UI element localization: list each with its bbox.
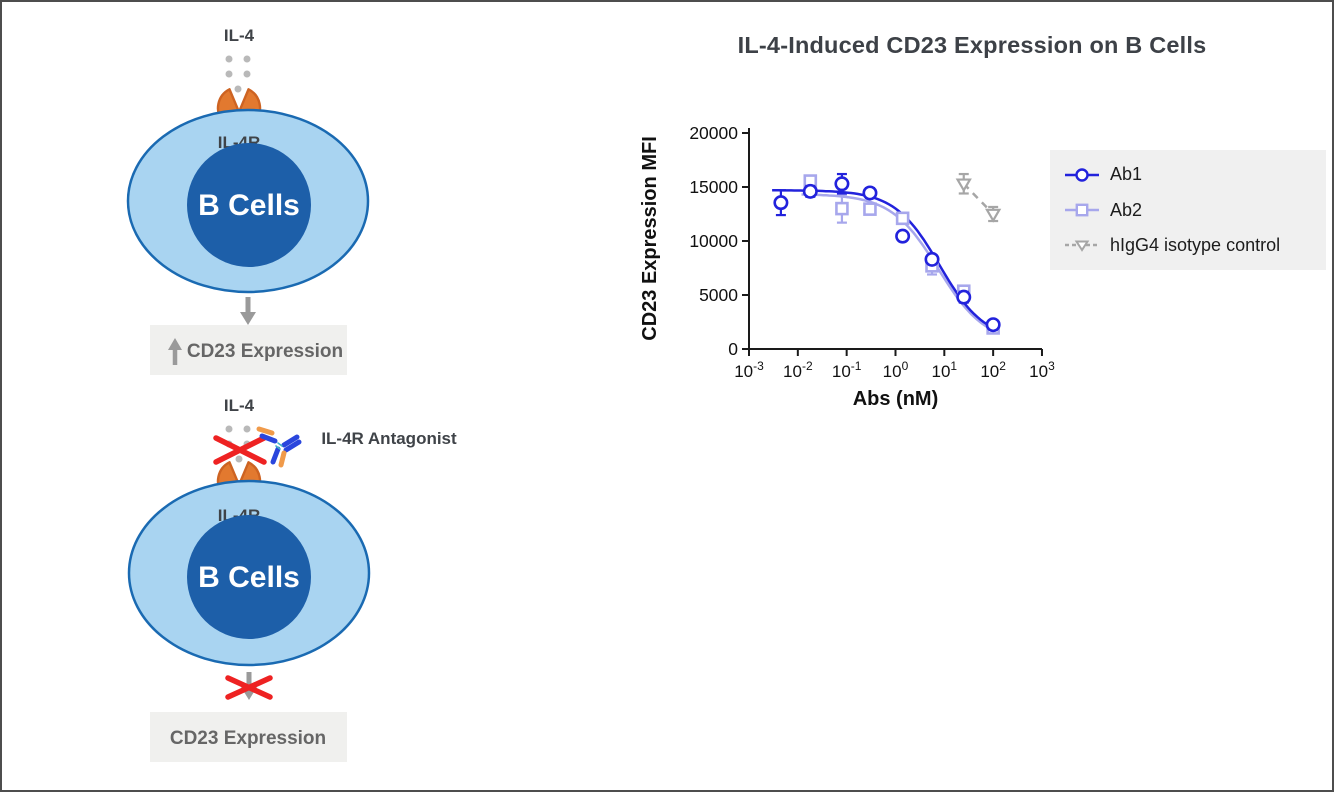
data-point	[834, 176, 850, 192]
x-tick-label: 100	[883, 359, 909, 381]
x-tick-label: 10-2	[783, 359, 813, 381]
data-point	[862, 185, 878, 201]
antibody-icon	[256, 426, 302, 468]
data-point	[985, 317, 1001, 333]
data-point	[895, 228, 911, 244]
cd23-expression-label: CD23 Expression	[170, 728, 326, 749]
down-arrow-icon	[240, 297, 256, 325]
pathway-diagram-il4-blocked: IL-4 IL-4R Antagonist IL-4R B Cells	[127, 396, 457, 762]
data-point	[835, 201, 849, 216]
circle-marker-icon	[1065, 168, 1099, 182]
outcome-box	[150, 325, 347, 375]
data-point	[863, 202, 877, 216]
y-tick-label: 15000	[689, 177, 738, 197]
red-cross-icon	[213, 435, 267, 465]
legend-item-higg4-isotype-control: hIgG4 isotype control	[1064, 235, 1326, 256]
b-cells-label: B Cells	[198, 189, 300, 222]
il4-ligand-label: IL-4	[224, 26, 255, 45]
data-point	[773, 195, 789, 211]
antagonist-label: IL-4R Antagonist	[321, 429, 457, 448]
y-tick-label: 10000	[689, 231, 738, 251]
legend-label: Ab1	[1110, 164, 1143, 185]
pathway-diagram-il4-signaling: IL-4 IL-4R B Cells CD23 Expression	[126, 26, 370, 375]
x-tick-label: 103	[1029, 359, 1055, 381]
data-point	[895, 211, 910, 226]
b-cell-nucleus	[187, 143, 311, 267]
b-cell-nucleus	[187, 515, 311, 639]
series-Ab1	[773, 172, 1001, 333]
y-tick-label: 0	[728, 339, 738, 359]
square-marker-icon	[1065, 203, 1099, 217]
data-point	[955, 178, 972, 193]
chart-title: IL-4-Induced CD23 Expression on B Cells	[737, 32, 1207, 58]
data-point	[924, 251, 940, 267]
legend-label: Ab2	[1110, 199, 1143, 220]
red-cross-icon	[225, 675, 273, 700]
x-axis-label: Abs (nM)	[853, 388, 939, 410]
dose-response-chart: 0 5000 10000 15000 20000 10-3 10-2 10-1 100 101 10…	[639, 123, 1055, 410]
x-tick-label: 10-3	[734, 359, 764, 381]
cd23-expression-label: CD23 Expression	[187, 341, 343, 362]
data-point	[985, 208, 1002, 223]
fit-curve-Ab1	[772, 189, 994, 329]
x-tick-label: 102	[980, 359, 1006, 381]
y-tick-label: 5000	[699, 285, 738, 305]
legend-item-ab1: Ab1	[1064, 164, 1326, 185]
il4-dots-icon	[225, 55, 251, 93]
y-axis-label: CD23 Expression MFI	[639, 136, 661, 341]
x-tick-label: 10-1	[832, 359, 862, 381]
b-cells-label: B Cells	[198, 561, 300, 594]
legend-label: hIgG4 isotype control	[1110, 234, 1281, 255]
chart-legend: Ab1 Ab2 hIgG4 isotype control	[1050, 150, 1326, 270]
y-tick-label: 20000	[689, 123, 738, 143]
x-tick-label: 101	[932, 359, 958, 381]
series-hIgG4 isotype control	[955, 172, 1002, 223]
legend-item-ab2: Ab2	[1064, 200, 1326, 221]
up-arrow-icon	[168, 338, 182, 365]
data-point	[956, 289, 972, 305]
triangle-down-marker-icon	[1065, 240, 1099, 253]
il4-ligand-label: IL-4	[224, 396, 255, 415]
data-point	[802, 183, 818, 199]
outcome-box	[150, 712, 347, 762]
